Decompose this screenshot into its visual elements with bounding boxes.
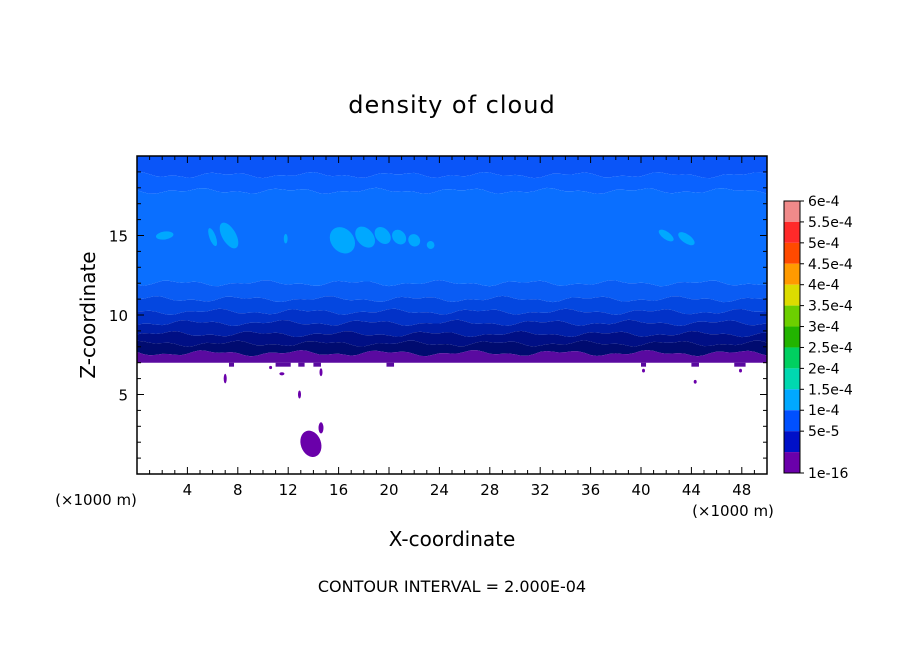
cloud-base-notch xyxy=(275,362,291,367)
density-patch-1e-16 xyxy=(298,390,301,399)
density-patch-1-5e-4 xyxy=(392,229,407,245)
density-patch-1-5e-4 xyxy=(355,226,375,248)
density-layer xyxy=(137,330,767,347)
colorbar-swatch xyxy=(784,452,800,473)
colorbar-label: 5e-5 xyxy=(808,424,839,440)
colorbar-frame xyxy=(783,200,801,474)
colorbar: 6e-4 5.5e-4 5e-4 4.5e-4 4e-4 3.5e-4 3e-4 2.5e-4… xyxy=(783,194,853,482)
cloud-base-notch xyxy=(228,362,235,367)
density-patch-1-5e-4 xyxy=(658,229,674,242)
x-tick-label: 44 xyxy=(682,481,701,499)
contour-interval-label: CONTOUR INTERVAL = 2.000E-04 xyxy=(318,577,586,596)
density-patch-1e-16 xyxy=(693,379,697,384)
x-tick-label: 16 xyxy=(329,481,348,499)
density-patch-1-5e-4 xyxy=(408,234,421,247)
colorbar-swatch xyxy=(784,242,800,264)
density-patch-1e-16 xyxy=(279,372,285,376)
density-layer xyxy=(137,295,767,315)
y-tick-label: 5 xyxy=(118,387,128,405)
plot-area xyxy=(137,156,767,474)
colorbar-label: 1.5e-4 xyxy=(808,382,853,398)
colorbar-swatch xyxy=(784,305,800,327)
x-axis-label: X-coordinate xyxy=(389,527,516,551)
x-tick-label: 48 xyxy=(732,481,751,499)
density-layer xyxy=(137,156,767,179)
density-layer xyxy=(137,172,767,194)
density-patch-1-5e-4 xyxy=(219,222,239,249)
density-patch-1e-16 xyxy=(739,368,742,373)
chart-title: density of cloud xyxy=(348,91,555,119)
density-patch-1-5e-4 xyxy=(155,231,174,240)
x-tick-label: 28 xyxy=(480,481,499,499)
x-tick-label: 24 xyxy=(430,481,449,499)
colorbar-label: 1e-4 xyxy=(808,403,840,419)
colorbar-label: 1e-16 xyxy=(808,466,848,482)
density-layer xyxy=(137,350,767,363)
x-unit-label-left: (×1000 m) xyxy=(55,491,137,509)
density-patch-1e-16 xyxy=(318,422,324,434)
density-patch-1-5e-4 xyxy=(208,228,218,247)
cloud-density-layers xyxy=(137,156,767,367)
colorbar-swatch xyxy=(784,221,800,243)
colorbar-label: 3e-4 xyxy=(808,320,840,336)
x-tick-label: 32 xyxy=(531,481,550,499)
colorbar-swatch xyxy=(784,326,800,348)
density-layer xyxy=(137,340,767,357)
colorbar-label: 5e-4 xyxy=(808,236,840,252)
x-tick-label: 36 xyxy=(581,481,600,499)
colorbar-swatch xyxy=(784,431,800,453)
density-layer xyxy=(137,187,767,287)
density-patch-1-5e-4 xyxy=(678,232,695,246)
density-patch-1e-16 xyxy=(223,373,227,384)
colorbar-swatch xyxy=(784,410,800,432)
density-patch-1e-16 xyxy=(300,430,322,457)
cloud-base-notch xyxy=(691,362,699,367)
x-tick-label: 40 xyxy=(631,481,650,499)
colorbar-label: 6e-4 xyxy=(808,194,840,210)
colorbar-label: 5.5e-4 xyxy=(808,215,853,231)
density-patch-1e-16 xyxy=(642,368,645,373)
x-tick-label: 12 xyxy=(279,481,298,499)
cloud-base-notch xyxy=(734,362,746,367)
cloud-density-patches xyxy=(155,222,742,457)
x-unit-label-right: (×1000 m) xyxy=(692,502,774,520)
cloud-base-notch xyxy=(313,362,321,367)
colorbar-swatch xyxy=(784,347,800,369)
colorbar-swatch xyxy=(784,368,800,390)
density-patch-1-5e-4 xyxy=(283,233,288,244)
y-axis-label: Z-coordinate xyxy=(76,251,100,378)
colorbar-label: 2e-4 xyxy=(808,361,840,377)
y-tick-label: 15 xyxy=(109,228,128,246)
y-tick-label: 10 xyxy=(109,307,128,325)
density-layer xyxy=(137,319,767,338)
cloud-base-notch xyxy=(386,362,395,367)
density-layer xyxy=(137,308,767,326)
cloud-base-notch xyxy=(641,362,647,367)
x-tick-label: 4 xyxy=(183,481,193,499)
density-patch-1-5e-4 xyxy=(329,227,356,254)
colorbar-swatch xyxy=(784,263,800,285)
x-tick-label: 20 xyxy=(379,481,398,499)
colorbar-swatch xyxy=(784,201,800,222)
cloud-base-notch xyxy=(298,362,305,367)
density-patch-1e-16 xyxy=(269,365,273,370)
x-tick-label: 8 xyxy=(233,481,243,499)
density-patch-1-5e-4 xyxy=(426,241,435,249)
colorbar-swatch xyxy=(784,389,800,411)
colorbar-label: 2.5e-4 xyxy=(808,340,853,356)
density-layer xyxy=(137,280,767,303)
colorbar-swatch xyxy=(784,284,800,306)
density-patch-1-5e-4 xyxy=(374,226,391,245)
colorbar-label: 4e-4 xyxy=(808,278,840,294)
density-patch-1e-16 xyxy=(319,368,323,377)
colorbar-label: 3.5e-4 xyxy=(808,299,853,315)
colorbar-label: 4.5e-4 xyxy=(808,257,853,273)
